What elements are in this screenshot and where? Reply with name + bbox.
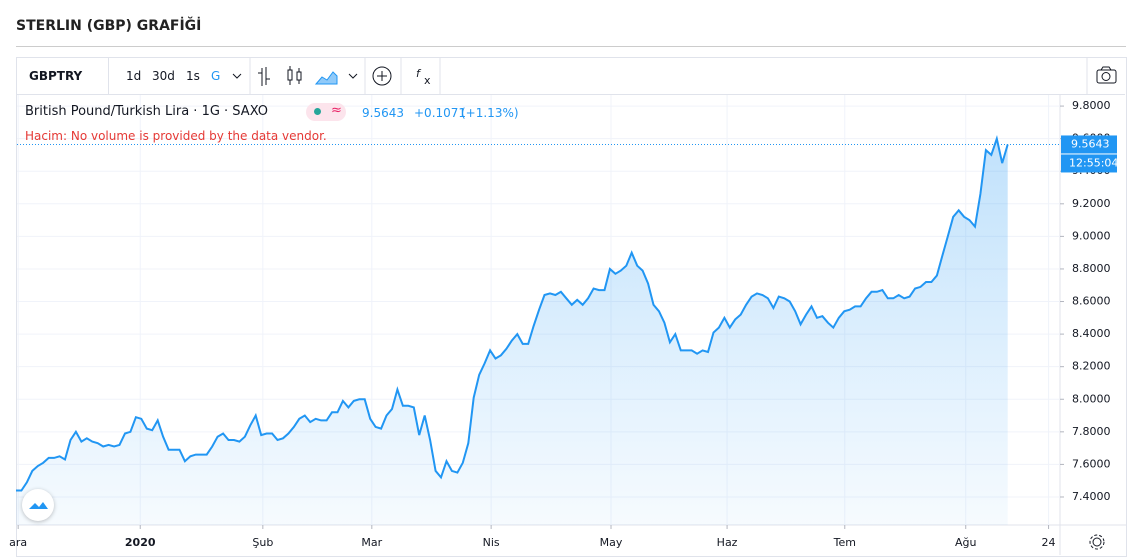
candles-icon[interactable] [287, 66, 302, 85]
toolbar-border [17, 94, 1125, 95]
toolbar-icons: f x [232, 57, 1117, 94]
x-tick-label: ara [9, 536, 27, 549]
page-title: STERLIN (GBP) GRAFİĞİ [16, 18, 202, 34]
area-fill [16, 138, 1008, 525]
y-tick-label: 8.4000 [1072, 327, 1111, 340]
volume-note: Hacim: No volume is provided by the data… [25, 129, 327, 143]
last-price-label: 9.5643 [1071, 137, 1110, 150]
function-icon[interactable]: f [416, 67, 422, 80]
legend-last: 9.5643 [362, 106, 404, 120]
dropdown-icon[interactable] [232, 73, 242, 79]
y-tick-label: 7.8000 [1072, 425, 1111, 438]
interval-button[interactable]: G [211, 69, 221, 83]
screenshot-icon[interactable] [1096, 66, 1117, 84]
symbol-button[interactable]: GBPTRY [29, 69, 83, 83]
time-label: 12:55:04 [1069, 156, 1118, 169]
y-tick-label: 9.8000 [1072, 99, 1111, 112]
y-tick-label: 7.6000 [1072, 457, 1111, 470]
x-tick-label: 24 [1042, 536, 1056, 549]
y-tick-label: 8.8000 [1072, 262, 1111, 275]
y-tick-label: 9.0000 [1072, 229, 1111, 242]
y-tick-label: 9.2000 [1072, 197, 1111, 210]
bars-icon[interactable] [258, 67, 270, 86]
y-tick-label: 8.2000 [1072, 360, 1111, 373]
divider [16, 46, 1126, 47]
interval-button[interactable]: 30d [152, 69, 175, 83]
x-tick-label: Haz [717, 536, 738, 549]
status-badge: ≈ [306, 103, 346, 121]
area-icon[interactable] [314, 71, 338, 85]
legend-name: British Pound/Turkish Lira · 1G · SAXO [25, 104, 269, 119]
x-tick-label: Ağu [955, 536, 976, 549]
dropdown-icon[interactable] [348, 73, 358, 79]
x-tick-label: May [600, 536, 623, 549]
time-tag [1061, 154, 1117, 173]
price-line [16, 134, 1009, 492]
y-tick-label: 7.4000 [1072, 490, 1111, 503]
y-tick-label: 8.6000 [1072, 295, 1111, 308]
separator [108, 57, 109, 94]
legend-change: +0.1071 [414, 106, 467, 120]
function-icon: x [424, 74, 431, 87]
x-tick-label: Mar [361, 536, 382, 549]
y-tick-label: 8.0000 [1072, 392, 1111, 405]
x-tick-label: Şub [252, 536, 273, 549]
x-tick-label: Tem [833, 536, 856, 549]
settings-icon[interactable] [1087, 532, 1107, 552]
legend-change-pct: (+1.13%) [461, 106, 519, 120]
indicator-add-icon[interactable] [372, 66, 392, 86]
x-tick-label: 2020 [125, 536, 156, 549]
logo-button[interactable] [22, 489, 54, 521]
last-price-tag [1061, 135, 1117, 154]
interval-button[interactable]: 1s [186, 69, 200, 83]
interval-button[interactable]: 1d [126, 69, 142, 83]
x-tick-label: Nis [483, 536, 500, 549]
